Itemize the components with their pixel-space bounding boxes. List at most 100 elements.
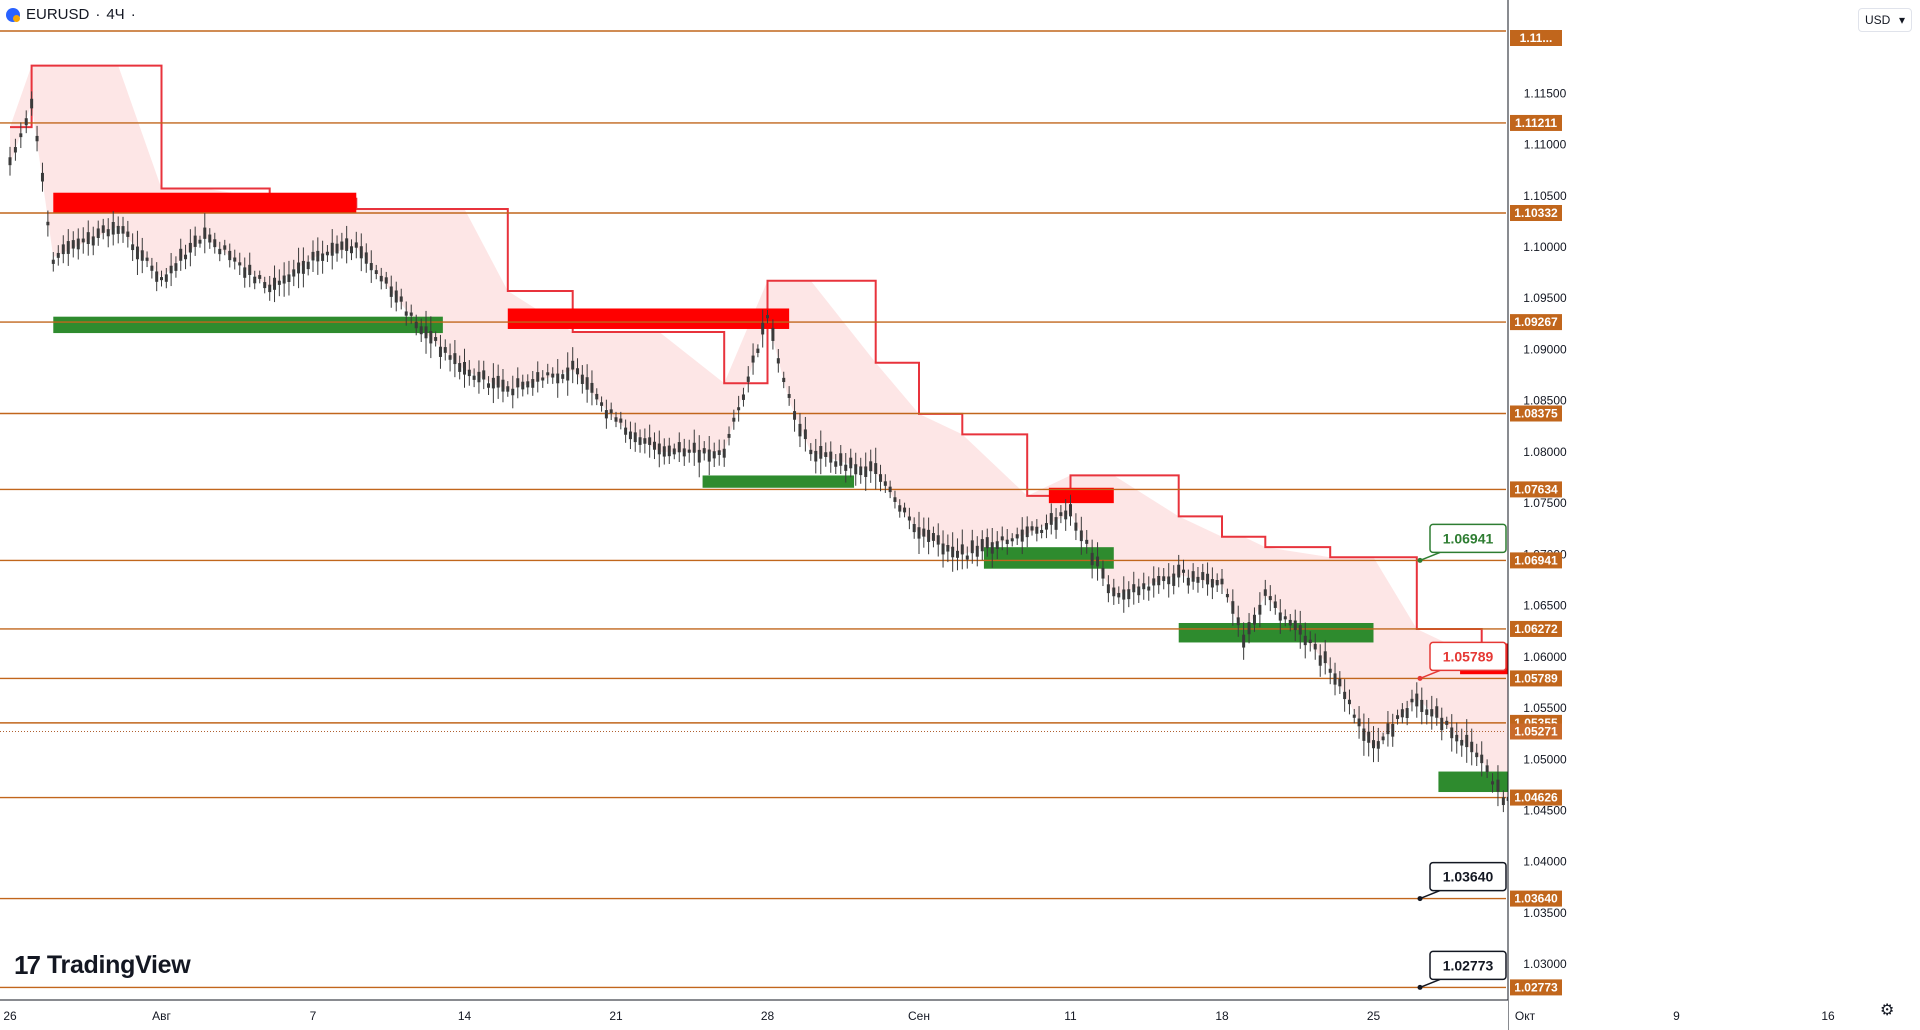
candle-body <box>995 541 999 549</box>
candle-body <box>1323 651 1327 664</box>
level-label-cut: 1.11... <box>1520 31 1553 45</box>
candle-body <box>24 118 28 126</box>
candle-body <box>609 409 613 414</box>
candle-body <box>258 275 262 279</box>
candle-body <box>1420 699 1424 712</box>
candle-body <box>803 429 807 440</box>
candle-body <box>30 98 34 109</box>
callout-box <box>1429 523 1507 554</box>
chevron-down-icon: ▾ <box>1898 13 1905 27</box>
candle-body <box>19 133 23 138</box>
candle-body <box>188 242 192 253</box>
candle-body <box>399 296 403 302</box>
candle-body <box>869 461 873 472</box>
candle-body <box>1215 579 1219 586</box>
candle-body <box>325 251 329 256</box>
candle-body <box>951 546 955 558</box>
symbol-header[interactable]: EURUSD · 4Ч · <box>6 6 136 23</box>
tradingview-logo-text: TradingView <box>46 951 191 979</box>
candle-body <box>628 431 632 440</box>
candle-body <box>174 263 178 271</box>
level-label-bg <box>1510 979 1562 996</box>
candle-body <box>521 381 525 390</box>
candle-body <box>692 442 696 453</box>
level-label-bg <box>1510 552 1562 569</box>
candle-body <box>35 135 39 142</box>
candle-body <box>809 449 813 455</box>
gear-icon[interactable]: ⚙ <box>1880 1002 1895 1019</box>
candle-body <box>1152 578 1156 586</box>
level-label-bg <box>1510 314 1562 331</box>
candle-body <box>253 276 257 284</box>
candle-body <box>349 246 353 254</box>
demand-zone <box>983 547 1114 569</box>
tradingview-logo[interactable]: 17 TradingView <box>14 950 191 981</box>
candle-body <box>1333 673 1337 685</box>
candle-body <box>282 275 286 284</box>
candle-body <box>359 246 363 259</box>
candle-body <box>306 261 310 270</box>
currency-selector[interactable]: USD ▾ <box>1858 8 1912 32</box>
candle-body <box>1386 723 1390 735</box>
candle-body <box>712 451 716 459</box>
candle-body <box>164 274 168 282</box>
candle-body <box>1252 614 1256 625</box>
candle-body <box>751 355 755 363</box>
candle-body <box>1278 612 1282 621</box>
candle-body <box>722 448 726 458</box>
candle-body <box>1040 529 1044 534</box>
candle-body <box>1225 593 1229 598</box>
candle-body <box>1367 731 1371 743</box>
candle-body <box>1318 655 1322 666</box>
y-tick-label: 1.04500 <box>1523 803 1567 817</box>
y-tick-label: 1.10000 <box>1523 240 1567 254</box>
candle-body <box>467 369 471 377</box>
candle-body <box>903 507 907 513</box>
candle-body <box>782 377 786 383</box>
candle-body <box>1079 530 1083 542</box>
level-label: 1.02773 <box>1514 980 1558 994</box>
candle-body <box>1044 523 1048 530</box>
candle-body <box>619 418 623 423</box>
level-label-bg <box>1510 620 1562 637</box>
candle-body <box>40 172 44 182</box>
candle-body <box>1247 622 1251 635</box>
candle-body <box>1101 568 1105 579</box>
symbol-name: EURUSD <box>26 6 90 23</box>
candle-body <box>787 394 791 398</box>
candle-body <box>330 242 334 256</box>
candle-body <box>1485 765 1489 773</box>
candle-body <box>1162 576 1166 582</box>
level-label: 1.04626 <box>1514 791 1558 805</box>
x-tick-label: 7 <box>310 1009 317 1023</box>
candle-body <box>414 321 418 329</box>
callout-text: 1.03640 <box>1443 869 1494 885</box>
level-label: 1.05789 <box>1514 671 1558 685</box>
callout-anchor <box>1417 557 1423 563</box>
candle-body <box>1049 513 1053 525</box>
callout-text: 1.02773 <box>1443 957 1494 973</box>
candle-body <box>463 361 466 375</box>
candle-body <box>737 407 741 411</box>
current-price-label: 1.05271 <box>1514 724 1558 738</box>
candle-body <box>374 270 378 275</box>
candle-body <box>604 410 608 419</box>
candle-body <box>233 257 237 262</box>
candle-body <box>1440 717 1444 731</box>
candle-body <box>1074 522 1078 531</box>
candle-body <box>1172 573 1176 586</box>
candle-body <box>1020 529 1024 542</box>
candle-body <box>71 240 75 249</box>
candle-body <box>1069 504 1072 517</box>
candle-body <box>1157 575 1161 586</box>
candle-body <box>541 377 545 381</box>
x-tick-label: 25 <box>1367 1009 1381 1023</box>
candle-body <box>531 379 535 388</box>
candle-body <box>526 381 530 388</box>
candle-body <box>638 437 642 445</box>
candle-body <box>91 236 95 246</box>
candle-body <box>248 264 252 275</box>
candle-body <box>824 452 828 457</box>
x-tick-label: 11 <box>1064 1009 1077 1023</box>
